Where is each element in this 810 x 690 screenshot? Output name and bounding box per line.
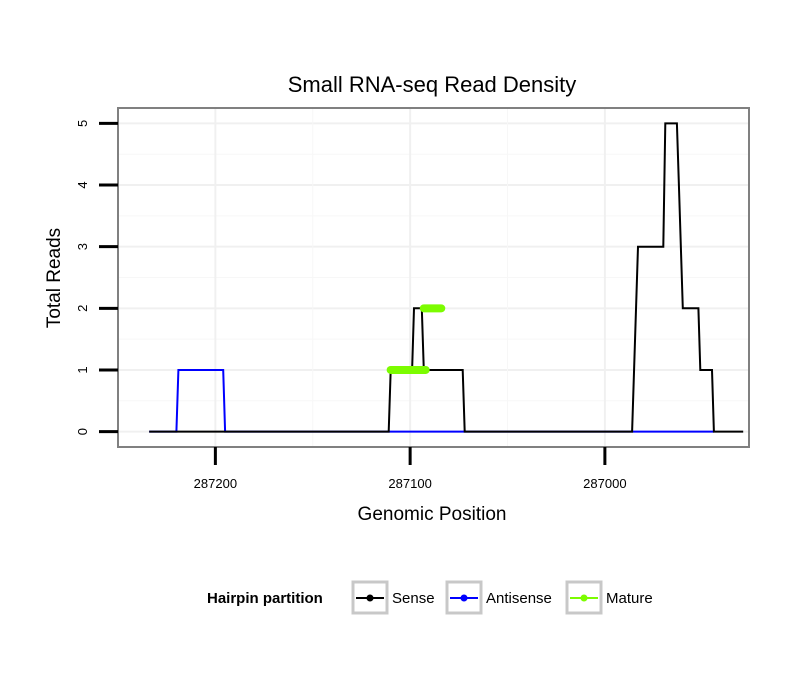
grid xyxy=(118,108,749,447)
legend-key-point-antisense xyxy=(460,594,468,602)
y-axis: 0 1 2 3 4 5 xyxy=(75,120,118,435)
legend-key-point-mature xyxy=(580,594,588,602)
series-layer xyxy=(149,122,744,433)
y-axis-title: Total Reads xyxy=(44,228,65,328)
y-tick-label: 4 xyxy=(75,181,90,188)
x-axis-title: Genomic Position xyxy=(358,504,507,525)
y-tick-label: 3 xyxy=(75,243,90,250)
legend: Hairpin partition Sense Antisense Mature xyxy=(207,580,653,615)
legend-label-mature: Mature xyxy=(606,590,653,607)
y-tick-label: 5 xyxy=(75,120,90,127)
plot-panel-border xyxy=(117,107,750,448)
legend-key-point-sense xyxy=(366,594,374,602)
legend-label-antisense: Antisense xyxy=(486,590,552,607)
x-tick-label: 287000 xyxy=(583,476,626,491)
x-tick-label: 287100 xyxy=(388,476,431,491)
legend-label-sense: Sense xyxy=(392,590,435,607)
chart-title: Small RNA-seq Read Density xyxy=(288,72,577,97)
y-tick-label: 2 xyxy=(75,305,90,312)
x-axis: 287200 287100 287000 xyxy=(194,447,627,491)
y-tick-label: 1 xyxy=(75,366,90,373)
y-tick-label: 0 xyxy=(75,428,90,435)
legend-title: Hairpin partition xyxy=(207,590,323,607)
x-tick-label: 287200 xyxy=(194,476,237,491)
